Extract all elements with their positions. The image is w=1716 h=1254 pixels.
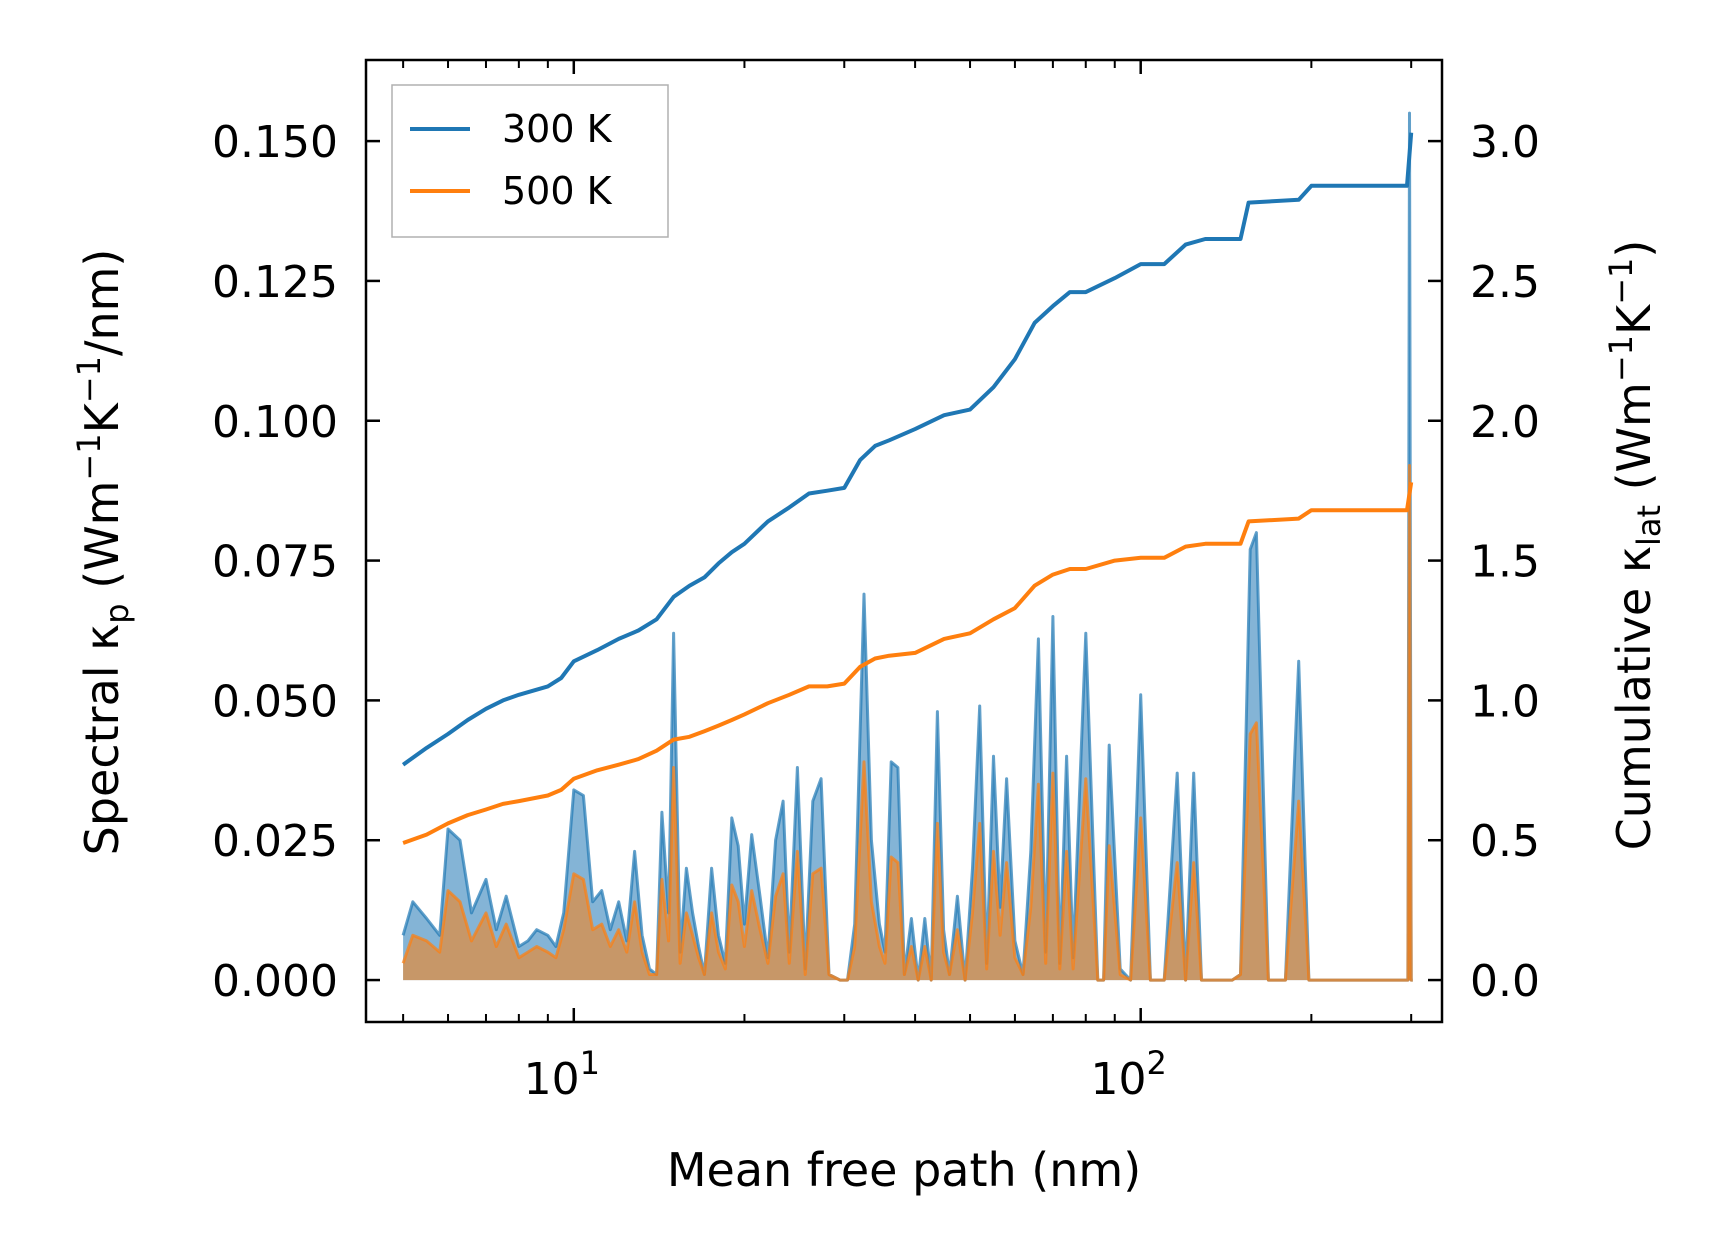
axes: 101 102 0.000 0.025 0.050 0.075 0.100 0.125 0.15… [212, 58, 1540, 1105]
y-right-tick-label: 2.0 [1470, 397, 1540, 448]
y-left-tick-label: 0.050 [212, 676, 338, 727]
y-axis-left-title: Spectral κp (Wm−1K−1/nm) [70, 249, 136, 856]
y-right-tick-label: 0.5 [1470, 816, 1540, 867]
x-axis-title: Mean free path (nm) [667, 1143, 1141, 1197]
x-tick-label: 101 [524, 1044, 600, 1105]
y-left-tick-label: 0.150 [212, 117, 338, 168]
spectral-line-500k [401, 464, 1413, 982]
y-right-tick-label: 0.0 [1470, 956, 1540, 1007]
legend-label-300k: 300 K [502, 107, 613, 151]
legend-label-500k: 500 K [502, 169, 613, 213]
y-right-tick-label: 1.0 [1470, 676, 1540, 727]
legend: 300 K 500 K [391, 84, 669, 238]
y-left-tick-label: 0.100 [212, 397, 338, 448]
cumulative-line-300k [401, 132, 1414, 767]
y-left-tick-label: 0.000 [212, 956, 338, 1007]
plot-area [401, 111, 1414, 982]
y-right-tick-label: 2.5 [1470, 257, 1540, 308]
y-left-tick-label: 0.075 [212, 537, 338, 588]
y-left-tick-label: 0.025 [212, 816, 338, 867]
legend-frame [391, 84, 669, 238]
y-right-tick-label: 3.0 [1470, 117, 1540, 168]
cumulative-line-500k [402, 482, 1414, 845]
y-axis-right-title: Cumulative κlat (Wm−1K−1) [1602, 240, 1668, 851]
y-right-tick-label: 1.5 [1470, 537, 1540, 588]
x-tick-label: 102 [1091, 1044, 1167, 1105]
axes-frame [364, 58, 1444, 1024]
y-left-tick-label: 0.125 [212, 257, 338, 308]
